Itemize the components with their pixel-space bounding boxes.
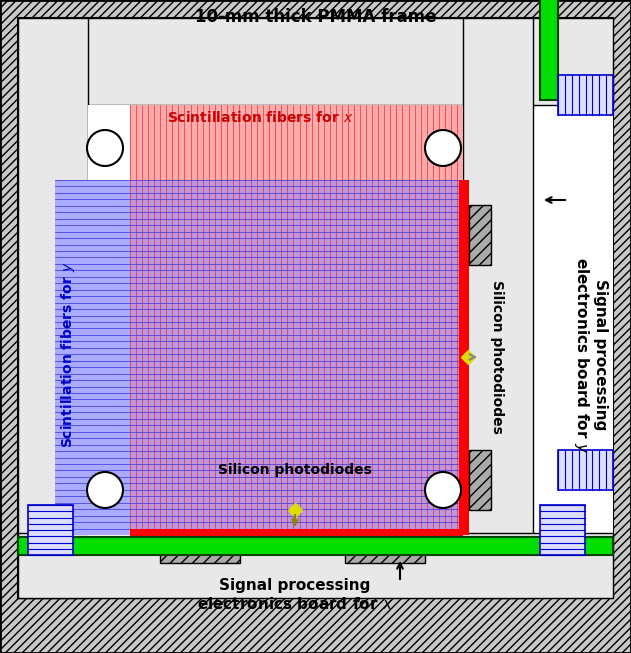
Bar bbox=[18, 537, 613, 555]
Bar bbox=[18, 18, 88, 598]
Bar bbox=[558, 450, 613, 490]
Bar bbox=[18, 18, 613, 598]
Bar bbox=[18, 533, 613, 598]
Text: Silicon photodiodes: Silicon photodiodes bbox=[218, 463, 372, 477]
Circle shape bbox=[87, 472, 123, 508]
Bar bbox=[18, 18, 613, 105]
Bar bbox=[130, 180, 463, 535]
Text: Signal processing
electronics board for $\it{x}$: Signal processing electronics board for … bbox=[197, 578, 393, 612]
Bar bbox=[469, 205, 491, 265]
Bar bbox=[55, 180, 465, 535]
Bar bbox=[469, 450, 491, 510]
Bar bbox=[130, 529, 463, 541]
Bar bbox=[558, 75, 613, 115]
Text: Scintillation fibers for $\it{x}$: Scintillation fibers for $\it{x}$ bbox=[167, 110, 353, 125]
Text: 10-mm thick PMMA frame: 10-mm thick PMMA frame bbox=[195, 8, 436, 26]
Bar bbox=[130, 105, 463, 535]
Bar bbox=[18, 18, 613, 598]
Bar bbox=[160, 541, 240, 563]
Circle shape bbox=[425, 472, 461, 508]
Bar bbox=[28, 505, 73, 555]
Circle shape bbox=[87, 130, 123, 166]
Bar bbox=[88, 105, 463, 545]
Circle shape bbox=[425, 130, 461, 166]
Bar bbox=[540, 0, 558, 100]
Bar bbox=[540, 505, 585, 555]
Bar bbox=[345, 541, 425, 563]
Text: Scintillation fibers for $\it{y}$: Scintillation fibers for $\it{y}$ bbox=[59, 262, 77, 448]
Text: Signal processing
electronics board for $\it{y}$: Signal processing electronics board for … bbox=[572, 257, 608, 453]
Text: Silicon photodiodes: Silicon photodiodes bbox=[490, 280, 504, 434]
Bar bbox=[463, 18, 533, 598]
Bar bbox=[459, 180, 469, 535]
